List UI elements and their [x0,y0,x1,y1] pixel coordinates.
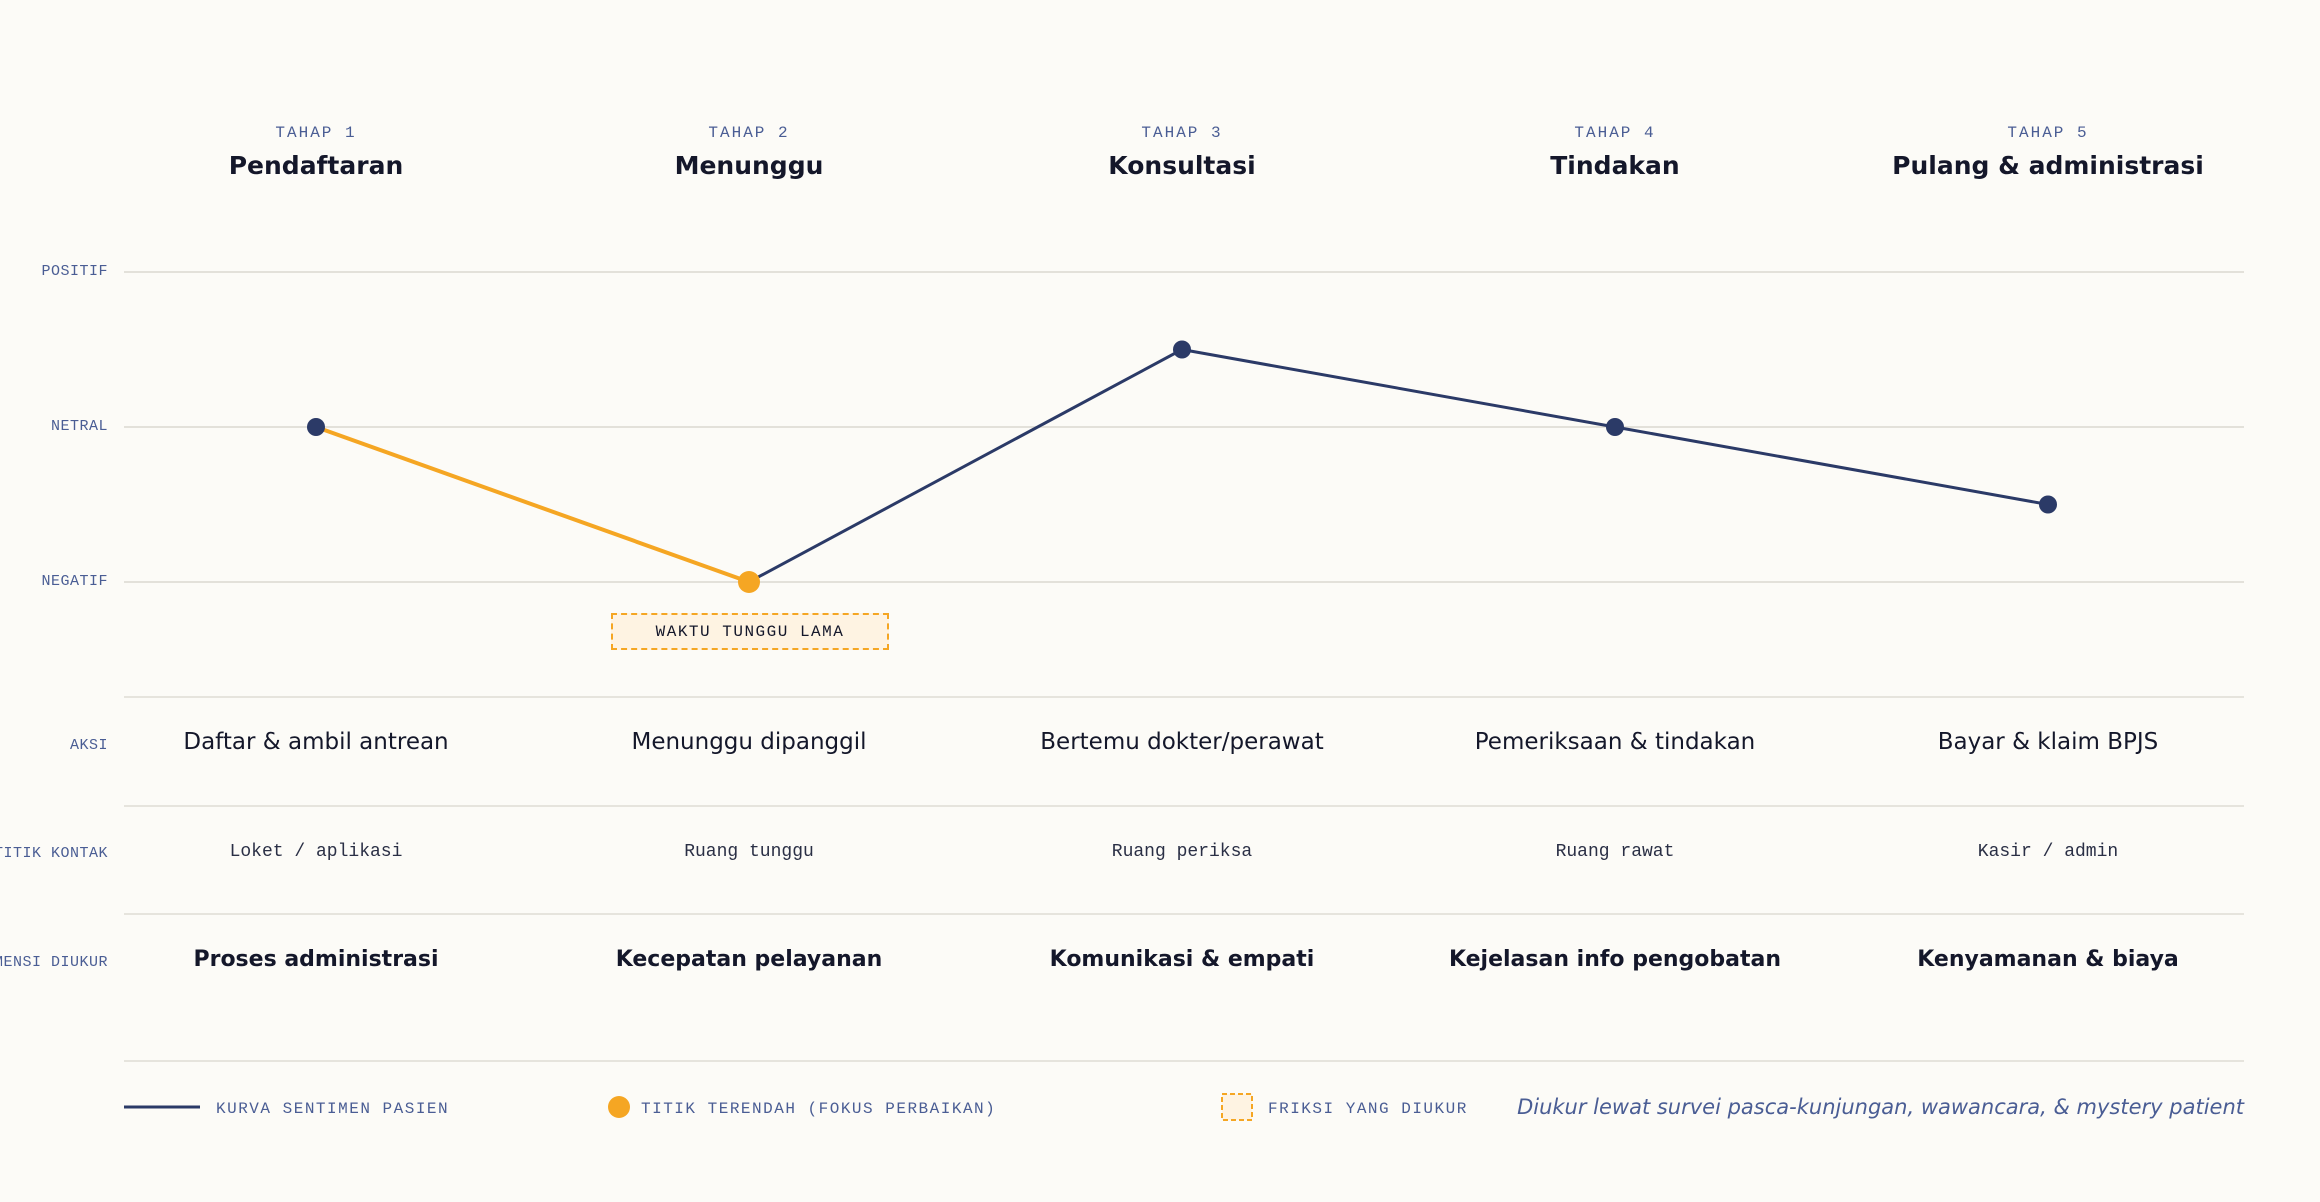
aksi-cell: Menunggu dipanggil [631,729,867,755]
stage-header-4: TAHAP 4 Tindakan [1405,124,1825,180]
dimension-cell: Kenyamanan & biaya [1917,947,2179,972]
stage-header-3: TAHAP 3 Konsultasi [972,124,1392,180]
row-label-aksi: AKSI [69,737,108,754]
stage-header-5: TAHAP 5 Pulang & administrasi [1838,124,2258,180]
sentiment-curve [315,348,2049,584]
curve-segment-3 [1181,348,1616,429]
stage-name: Konsultasi [1108,151,1256,180]
aksi-cell: Bertemu dokter/perawat [1040,729,1324,755]
dimension-cell: Proses administrasi [193,947,439,972]
dimension-cell: Kecepatan pelayanan [615,947,883,972]
legend-lowest-swatch [608,1096,630,1118]
stage-number: TAHAP 1 [275,124,357,142]
touchpoint-cell: Ruang periksa [1111,842,1253,862]
lowest-point-marker [738,571,760,593]
stage-number: TAHAP 5 [2007,124,2089,142]
legend-friction-swatch [1221,1093,1253,1121]
dimension-cell: Komunikasi & empati [1049,947,1315,972]
row-label-dimensi: DIMENSI DIUKUR [0,954,108,971]
level-label-netral: NETRAL [50,418,108,435]
aksi-cell: Daftar & ambil antrean [183,729,449,755]
measurement-note: Diukur lewat survei pasca-kunjungan, waw… [1517,1095,2244,1119]
touchpoint-cell: Ruang rawat [1555,842,1675,862]
divider [124,913,2244,915]
stage-number: TAHAP 2 [708,124,790,142]
legend-curve-label: KURVA SENTIMEN PASIEN [216,1100,450,1118]
stage-name: Pendaftaran [228,151,404,180]
stage-name: Tindakan [1550,151,1680,180]
aksi-cell: Bayar & klaim BPJS [1937,729,2159,755]
legend-friction-label: FRIKSI YANG DIUKUR [1268,1100,1468,1118]
curve-segment-4 [1614,425,2049,506]
sentiment-chart [124,271,2244,593]
touchpoint-cell: Ruang tunggu [684,842,814,862]
legend-marks [124,1093,1253,1121]
friction-annotation: WAKTU TUNGGU LAMA [611,613,889,650]
divider [124,1060,2244,1062]
level-label-negatif: NEGATIF [41,573,108,590]
stage-number: TAHAP 3 [1141,124,1223,142]
curve-segment-1 [315,425,750,584]
dimension-cell: Kejelasan info pengobatan [1448,947,1782,972]
stage-number: TAHAP 4 [1574,124,1656,142]
level-label-positif: POSITIF [41,263,108,280]
aksi-cell: Pemeriksaan & tindakan [1474,729,1756,755]
row-label-titik-kontak: TITIK KONTAK [0,845,108,862]
sentiment-point-1 [307,418,325,436]
sentiment-point-5 [2039,495,2057,514]
stage-header-2: TAHAP 2 Menunggu [539,124,959,180]
sentiment-point-4 [1606,418,1624,436]
curve-segment-2 [748,348,1183,584]
divider [124,805,2244,807]
touchpoint-cell: Loket / aplikasi [229,842,403,862]
stage-name: Pulang & administrasi [1892,151,2204,180]
legend-lowest-label: TITIK TERENDAH (FOKUS PERBAIKAN) [641,1100,997,1118]
divider [124,696,2244,698]
sentiment-point-3 [1173,340,1191,359]
stage-name: Menunggu [674,151,824,180]
stage-header-1: TAHAP 1 Pendaftaran [106,124,526,180]
sentiment-points [307,340,2057,593]
touchpoint-cell: Kasir / admin [1977,842,2119,862]
